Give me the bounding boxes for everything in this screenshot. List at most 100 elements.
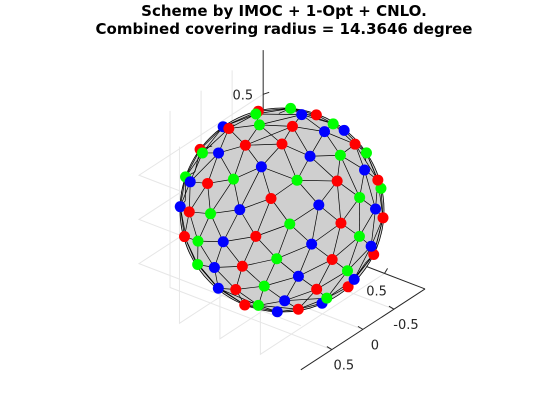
data-point [292,270,304,282]
data-point [306,238,318,250]
data-point [258,280,270,292]
data-point [284,218,296,230]
data-point [252,299,264,311]
data-point [250,108,262,120]
grid-line [169,110,333,351]
y-tick-label: 0.5 [334,359,355,374]
mesh-edge [297,179,338,182]
data-point [310,109,322,121]
data-point [326,253,338,265]
data-point [354,191,366,203]
mesh-edge [331,223,342,260]
data-point [213,147,225,159]
mesh-edge [370,208,376,247]
data-point [353,230,365,242]
mesh-edge [298,259,333,277]
data-point [271,253,283,265]
mesh-edge [316,259,333,290]
data-point [208,262,220,273]
mesh-edge [281,143,298,181]
mesh-edge [245,143,282,146]
data-point [174,201,186,213]
mesh-edge [245,126,293,146]
data-point [265,192,277,204]
data-point [285,102,297,114]
data-point [178,231,190,243]
mesh-edge [289,204,320,225]
data-point [377,212,389,224]
data-point [334,149,346,161]
x-tick-label: 0.5 [366,284,387,299]
data-point [304,150,316,162]
chart-subtitle: Combined covering radius = 14.3646 degre… [96,20,473,38]
data-point [183,206,195,218]
x-tick [384,268,388,274]
mesh-edge [364,169,376,210]
data-point [311,283,323,295]
mesh-edge [309,156,338,182]
data-point [276,138,288,150]
data-point [196,147,208,159]
data-point [279,295,291,307]
mesh-edge [255,198,272,237]
mesh-edge [276,243,312,260]
data-point [202,177,214,189]
data-point [250,230,262,242]
mesh-edge [202,126,224,154]
data-point [365,240,377,252]
mesh-edge [284,288,317,302]
data-point [230,283,242,295]
z-tick [263,91,270,95]
mesh-edge [354,143,379,181]
data-point [319,126,330,138]
y-tick-label: 0 [371,338,379,353]
y-tick-label: -0.5 [393,318,418,333]
mesh-edge [276,223,291,259]
mesh-edge [311,204,320,245]
mesh-edge [255,223,290,237]
data-point [286,120,298,132]
data-point [327,118,339,130]
data-point [192,235,204,247]
mesh-edge [202,128,230,154]
data-point [184,176,196,188]
data-point [296,109,308,121]
data-point [292,303,304,315]
mesh-edge [311,222,342,245]
mesh-edge [239,198,272,210]
data-point [375,182,387,194]
data-point [370,203,382,215]
mesh-edge [242,258,277,267]
data-point [223,122,235,134]
data-point [205,208,217,220]
data-point [313,199,325,211]
mesh-edge [298,244,312,277]
mesh-edge [261,166,272,199]
y-tick [357,325,364,330]
data-point [372,174,384,186]
mesh-edge [255,113,302,115]
mesh-edge [353,246,372,280]
mesh-edge [340,155,360,198]
y-tick [326,346,333,351]
mesh-edge [189,152,219,183]
chart-title: Scheme by IMOC + 1-Opt + CNLO. [141,2,427,20]
data-point [331,175,343,187]
data-points [174,102,389,318]
data-point [349,138,361,150]
mesh-edge [222,209,241,242]
data-point [321,292,333,304]
y-tick [388,305,395,310]
mesh-edge [210,178,234,214]
data-point [217,236,229,248]
data-point [335,217,347,229]
data-point [359,164,371,176]
mesh-edge [326,270,348,299]
data-point [342,265,354,277]
y-axis-line [300,288,426,371]
data-point [239,299,251,311]
data-point [342,281,354,293]
mesh-edge [188,183,208,213]
